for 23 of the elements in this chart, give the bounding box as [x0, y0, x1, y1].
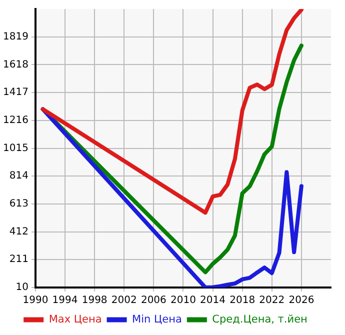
y-tick-label: 1618 [2, 59, 28, 70]
y-tick-label: 211 [9, 254, 28, 266]
x-tick-label: 2018 [230, 295, 256, 306]
x-tick-label: 2006 [140, 295, 166, 306]
legend-label: Сред.Цена, т.йен [212, 313, 308, 326]
x-tick-label: 2022 [259, 295, 285, 306]
x-tick-label: 1994 [52, 295, 78, 306]
y-tick-label: 613 [9, 198, 28, 210]
y-tick-label: 1819 [2, 31, 28, 42]
x-tick-label: 2010 [170, 295, 196, 306]
x-tick-label: 1998 [82, 295, 108, 306]
y-tick-label: 1216 [2, 114, 28, 126]
y-tick-label: 10 [16, 282, 28, 294]
y-tick-label: 1015 [2, 142, 28, 154]
y-tick-label: 412 [9, 226, 28, 238]
x-tick-label: 2014 [200, 295, 226, 306]
y-tick-label: 814 [9, 170, 28, 182]
x-tick-label: 2002 [111, 295, 137, 306]
legend-label: Min Цена [132, 313, 182, 326]
x-tick-label: 1990 [22, 295, 48, 306]
legend-label: Max Цена [48, 313, 102, 326]
x-tick-label: 2026 [288, 295, 314, 306]
y-tick-label: 1417 [2, 87, 28, 98]
